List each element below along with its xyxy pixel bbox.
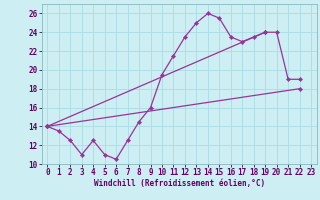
X-axis label: Windchill (Refroidissement éolien,°C): Windchill (Refroidissement éolien,°C) — [94, 179, 265, 188]
